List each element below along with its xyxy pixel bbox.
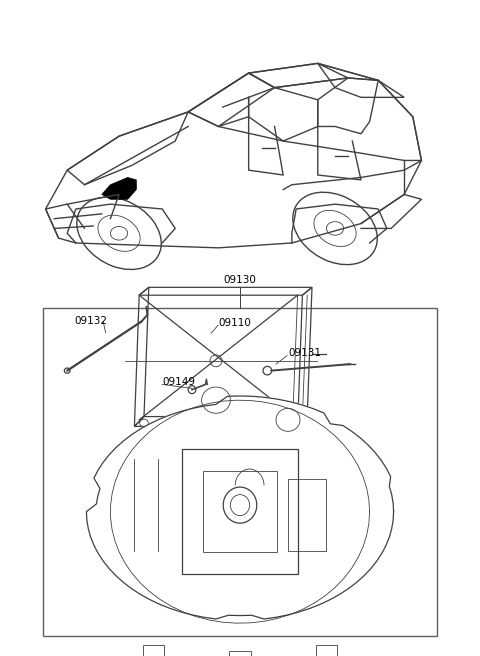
Text: 09131: 09131 bbox=[288, 348, 321, 358]
Text: 09149: 09149 bbox=[162, 377, 195, 387]
Polygon shape bbox=[86, 396, 394, 619]
Text: 09132: 09132 bbox=[74, 316, 108, 327]
Text: 09110: 09110 bbox=[218, 318, 251, 328]
Polygon shape bbox=[102, 177, 136, 199]
Bar bbox=[182, 449, 298, 574]
Bar bbox=[143, 645, 164, 656]
Bar bbox=[229, 651, 251, 656]
Text: 09130: 09130 bbox=[224, 276, 256, 285]
Bar bbox=[288, 479, 326, 551]
Bar bbox=[43, 308, 437, 636]
Bar bbox=[316, 645, 337, 656]
Ellipse shape bbox=[210, 355, 222, 367]
Bar bbox=[203, 471, 277, 552]
